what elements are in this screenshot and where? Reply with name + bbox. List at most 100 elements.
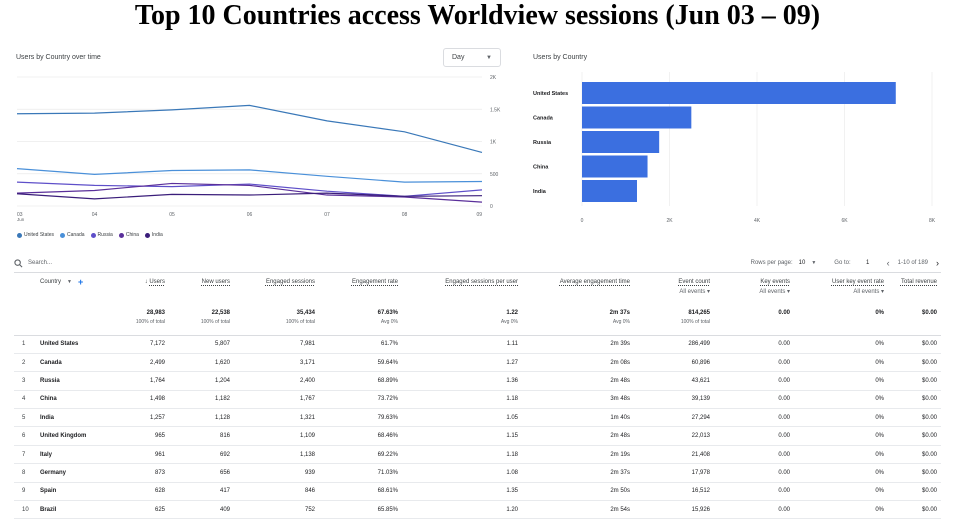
table-row[interactable]: 7 Italy 961 692 1,138 69.22% 1.18 2m 19s 21,408 0… [14,445,942,465]
metric-cell: 0.00 [714,353,795,373]
country-cell[interactable]: Canada [36,353,117,373]
column-header[interactable]: ↓ Users [116,275,169,305]
x-tick-label: 4K [754,218,761,224]
country-cell[interactable]: Russia [36,371,117,391]
legend-label: United States [24,232,55,238]
country-cell[interactable]: United Kingdom [36,426,117,446]
bar [582,155,648,178]
metric-cell: 0% [794,390,889,410]
column-header[interactable]: Average engagement time [522,275,634,305]
metric-cell: 628 [116,482,170,502]
sort-arrow-icon[interactable]: ↓ [144,279,150,285]
table-row[interactable]: 2 Canada 2,499 1,620 3,171 59.64% 1.27 2m 08s 60… [14,353,942,373]
metric-cell: 15,926 [634,500,715,520]
column-header[interactable]: Event count All events ▾ [634,275,714,305]
country-cell[interactable]: Italy [36,445,117,465]
country-cell[interactable]: United States [36,335,117,354]
x-tick-label: 08 [402,212,408,218]
search-input[interactable]: Search... [28,260,53,266]
legend-item[interactable]: Canada [60,232,85,238]
metric-cell: 0.00 [714,500,795,520]
column-header-label: Engaged sessions [265,279,316,285]
table-row[interactable]: 3 Russia 1,764 1,204 2,400 68.89% 1.36 2m 48s 43… [14,371,942,391]
row-index: 9 [14,482,36,502]
country-cell[interactable]: Brazil [36,500,117,520]
series-line-united-states [16,104,483,154]
country-cell[interactable]: India [36,408,117,428]
metric-filter-select[interactable]: All events ▾ [798,288,884,295]
country-column-header[interactable]: Country ▼ + [14,275,116,305]
country-cell[interactable]: China [36,390,117,410]
line-chart-legend: United States Canada Russia China India [17,232,163,238]
metric-cell: $0.00 [888,463,942,483]
metric-cell: 21,408 [634,445,715,465]
next-page-button[interactable]: › [936,258,939,268]
table-row[interactable]: 8 Germany 873 656 939 71.03% 1.08 2m 37s 17,978 0… [14,463,942,483]
column-header[interactable]: Engagement rate [319,275,402,305]
column-header-label: Total revenue [900,279,938,285]
row-index: 7 [14,445,36,465]
total-cell: 1.22 Avg 0% [402,305,523,336]
metric-cell: 2m 39s [522,335,635,354]
row-index: 2 [14,353,36,373]
category-label: Canada [533,116,554,122]
table-row[interactable]: 1 United States 7,172 5,807 7,981 61.7% 1.11 2m… [14,335,942,354]
category-label: United States [533,91,568,97]
chevron-down-icon: ▾ [785,289,791,295]
legend-item[interactable]: China [118,232,139,238]
metric-cell: $0.00 [888,445,942,465]
add-dimension-icon[interactable]: + [77,277,84,287]
country-cell[interactable]: Germany [36,463,117,483]
y-tick-label: 500 [490,172,499,178]
chevron-down-icon: ▾ [879,289,885,295]
column-header[interactable]: User key event rate All events ▾ [794,275,888,305]
goto-label: Go to: [834,260,851,266]
metric-cell: 2m 19s [522,445,635,465]
metric-cell: 68.46% [319,426,403,446]
metric-cell: 43,621 [634,371,715,391]
column-header[interactable]: Key events All events ▾ [714,275,794,305]
metric-filter-select[interactable]: All events ▾ [718,288,790,295]
metric-cell: 2m 48s [522,371,635,391]
metric-cell: 1,257 [116,408,170,428]
total-value: 0% [875,310,885,316]
metric-cell: 1,204 [169,371,235,391]
total-value: $0.00 [922,310,938,316]
bar-chart: 0 2K 4K 6K 8K United States Canada Russia China I… [533,72,936,224]
column-header-label: New users [201,279,231,285]
metric-cell: 16,512 [634,482,715,502]
metric-cell: 60,896 [634,353,715,373]
country-cell[interactable]: Spain [36,482,117,502]
column-header[interactable]: Engaged sessions [234,275,319,305]
table-row[interactable]: 10 Brazil 625 409 752 65.85% 1.20 2m 54s 15,926 0… [14,500,942,520]
x-tick-label: 03 [17,212,23,218]
column-header[interactable]: Engaged sessions per user [402,275,522,305]
column-header[interactable]: New users [169,275,234,305]
legend-item[interactable]: India [144,232,163,238]
table-row[interactable]: 4 China 1,498 1,182 1,767 73.72% 1.18 3m 48s 39,… [14,390,942,410]
row-index: 6 [14,426,36,446]
legend-item[interactable]: United States [17,232,54,238]
chevron-down-icon: ▼ [811,260,817,266]
metric-cell: 0% [794,408,889,428]
goto-input[interactable]: 1 [865,260,870,266]
metric-cell: 1.36 [402,371,523,391]
dimension-header-label: Country [40,279,62,285]
total-cell: 0.00 [714,305,795,336]
metric-filter-select[interactable]: All events ▾ [638,288,710,295]
row-index: 1 [14,335,36,354]
legend-item[interactable]: Russia [90,232,113,238]
table-row[interactable]: 9 Spain 628 417 846 68.61% 1.35 2m 50s 16,512 0.0… [14,482,942,502]
total-value: 2m 37s [609,310,631,316]
granularity-select[interactable]: Day ▼ [443,48,501,67]
search-box[interactable]: Search... [14,258,314,268]
column-header[interactable]: Total revenue [888,275,941,305]
metric-cell: $0.00 [888,482,942,502]
prev-page-button[interactable]: ‹ [886,258,890,268]
rows-per-page-select[interactable]: 10 [798,260,806,266]
column-header-label: User key event rate [831,279,885,285]
table-row[interactable]: 6 United Kingdom 965 816 1,109 68.46% 1.15 2m 4… [14,426,942,446]
chevron-down-icon: ▾ [705,289,711,295]
table-row[interactable]: 5 India 1,257 1,128 1,321 79.63% 1.05 1m 40s 27,… [14,408,942,428]
